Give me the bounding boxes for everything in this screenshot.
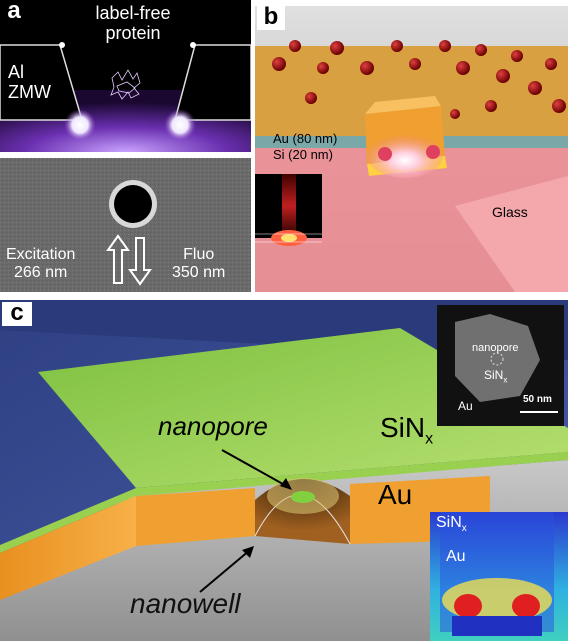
sinx-label: SiNx	[380, 412, 434, 448]
si-layer-label: Si (20 nm)	[273, 147, 333, 162]
inset-au-label: Au	[458, 399, 473, 413]
fluo-label: Fluo 350 nm	[172, 246, 226, 281]
excitation-label: Excitation 266 nm	[6, 246, 76, 281]
zmw-label: Al ZMW	[8, 62, 51, 102]
fieldmap-sinx-label: SiNx	[436, 514, 467, 535]
nanopore-label: nanopore	[158, 411, 268, 441]
glass-label: Glass	[492, 204, 528, 220]
au-label: Au	[378, 479, 413, 510]
fluo-arrow-icon	[128, 237, 152, 286]
protein-icon	[110, 69, 141, 100]
sem-nanowell-image	[0, 158, 251, 292]
panel-label-c: c	[2, 301, 32, 326]
panel-a-bottom: Excitation 266 nm Fluo 350 nm	[0, 158, 251, 292]
au-layer-label: Au (80 nm)	[273, 131, 338, 146]
panel-b: b Au (80 nm) Si (20 nm) Glass	[255, 6, 568, 292]
glass-substrate	[255, 148, 568, 292]
fieldmap-au-label: Au	[446, 548, 466, 565]
panel-c: c nanopore nanowell SiNx Au nanopore SiN…	[0, 300, 568, 641]
au-layer-left	[0, 496, 136, 600]
inset-sinx-label: SiNx	[484, 368, 508, 385]
scalebar-label: 50 nm	[523, 394, 552, 405]
sinx-membrane	[38, 328, 568, 488]
panel-a-top: a label-free protein Al ZMW	[0, 0, 251, 152]
zmw-illustration	[0, 0, 251, 152]
nanoparticle-illustration	[255, 6, 568, 292]
panel-label-b: b	[257, 6, 285, 30]
nanowell-label: nanowell	[130, 588, 241, 619]
inset-nanopore-label: nanopore	[472, 342, 519, 354]
nanoparticles	[272, 40, 566, 161]
au-layer	[255, 46, 568, 136]
nanopore-opening	[291, 491, 315, 503]
field-map-inset	[430, 512, 568, 641]
sem-inset	[437, 305, 564, 426]
excitation-arrow-icon	[106, 234, 130, 284]
nanopore-nanowell-illustration	[0, 300, 568, 641]
protein-label: label-free protein	[95, 3, 171, 43]
panel-label-a: a	[0, 0, 28, 24]
